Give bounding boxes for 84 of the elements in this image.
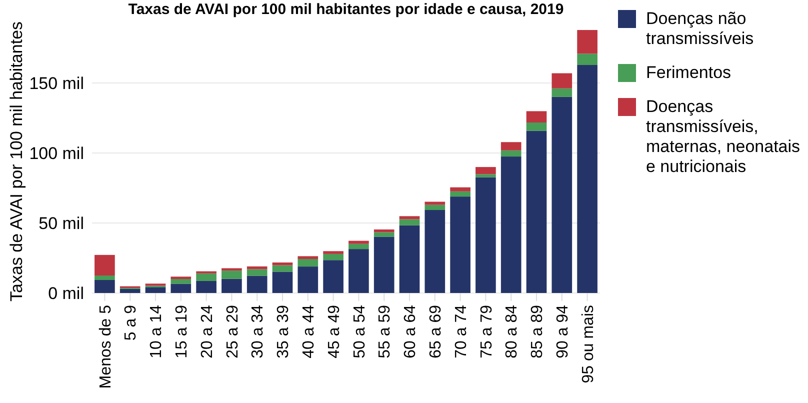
x-tick-label: Menos de 5: [97, 304, 114, 389]
x-tick-label: 50 a 54: [351, 304, 368, 358]
bar: [348, 249, 369, 293]
bar: [94, 254, 115, 276]
bar: [323, 251, 344, 254]
legend-label: Doenças transmissíveis, maternas, neonatais e nutricionais: [646, 97, 800, 176]
bar: [526, 130, 547, 293]
bar: [500, 150, 522, 157]
y-axis-title: Taxas de AVAI por 100 mil habitantes: [7, 21, 26, 302]
y-tick-label: 0 mil: [48, 284, 84, 303]
bar: [450, 191, 470, 197]
chart-title: Taxas de AVAI por 100 mil habitantes por idade e causa, 2019: [128, 1, 564, 18]
bar: [399, 216, 420, 220]
bar: [120, 288, 140, 293]
bar: [526, 111, 547, 123]
bar: [552, 96, 572, 293]
x-tick-label: 85 a 89: [529, 304, 546, 358]
bar: [298, 258, 318, 267]
bar: [196, 273, 216, 281]
bar: [196, 280, 216, 293]
x-tick-label: 25 a 29: [224, 304, 242, 358]
y-tick-label: 50 mil: [38, 214, 84, 233]
bar: [222, 268, 242, 271]
bar: [526, 122, 547, 131]
bar: [145, 287, 166, 293]
bar: [500, 142, 522, 150]
x-tick-label: 65 a 69: [428, 304, 444, 358]
bar: [170, 284, 192, 293]
bar: [476, 174, 496, 178]
bar: [374, 229, 394, 232]
legend-label: Ferimentos: [646, 63, 732, 82]
bar: [272, 262, 293, 266]
x-tick-label: 70 a 74: [452, 304, 470, 358]
bar: [577, 64, 598, 293]
bar: [323, 254, 344, 260]
bar: [222, 278, 242, 293]
x-tick-label: 5 a 9: [122, 304, 140, 341]
x-tick-label: 35 a 39: [275, 304, 292, 358]
bar: [272, 265, 293, 272]
bar: [374, 232, 394, 237]
x-tick-label: 95 ou mais: [580, 305, 597, 384]
bar: [399, 219, 420, 226]
bar: [272, 272, 293, 293]
bar: [298, 256, 318, 259]
bar: [552, 73, 572, 88]
bar: [500, 156, 522, 293]
bar: [374, 236, 394, 293]
bar: [348, 240, 369, 244]
x-tick-label: 55 a 59: [376, 304, 394, 358]
y-tick-label: 100 mil: [29, 144, 84, 163]
bar: [94, 280, 115, 293]
bar: [323, 260, 344, 293]
bar: [246, 266, 268, 270]
bar: [170, 276, 192, 280]
bar: [246, 276, 268, 293]
x-tick-label: 15 a 19: [174, 304, 190, 358]
x-tick-label: 60 a 64: [402, 304, 420, 358]
bar: [298, 266, 318, 293]
y-tick-label: 150 mil: [29, 74, 84, 93]
x-tick-label: 75 a 79: [478, 304, 496, 358]
bar: [577, 30, 598, 54]
bar: [424, 210, 446, 293]
legend-label: Doenças não transmissíveis: [646, 9, 754, 48]
x-tick-label: 10 a 14: [148, 304, 166, 358]
x-tick-label: 30 a 34: [250, 304, 267, 358]
bar: [424, 204, 446, 210]
bar: [476, 167, 496, 174]
bar: [424, 202, 446, 205]
bar: [222, 270, 242, 279]
bar: [399, 225, 420, 293]
x-tick-label: 80 a 84: [504, 304, 521, 358]
x-tick-label: 45 a 49: [326, 304, 343, 358]
x-tick-label: 20 a 24: [198, 304, 216, 358]
bar: [552, 88, 572, 97]
bar: [450, 187, 470, 192]
bar: [450, 196, 470, 293]
x-tick-label: 90 a 94: [554, 304, 572, 358]
bar: [577, 54, 598, 65]
bar: [170, 279, 192, 284]
bar: [348, 244, 369, 250]
x-tick-label: 40 a 44: [300, 304, 318, 358]
bar: [246, 269, 268, 276]
bar: [476, 177, 496, 293]
bar: [94, 276, 115, 280]
